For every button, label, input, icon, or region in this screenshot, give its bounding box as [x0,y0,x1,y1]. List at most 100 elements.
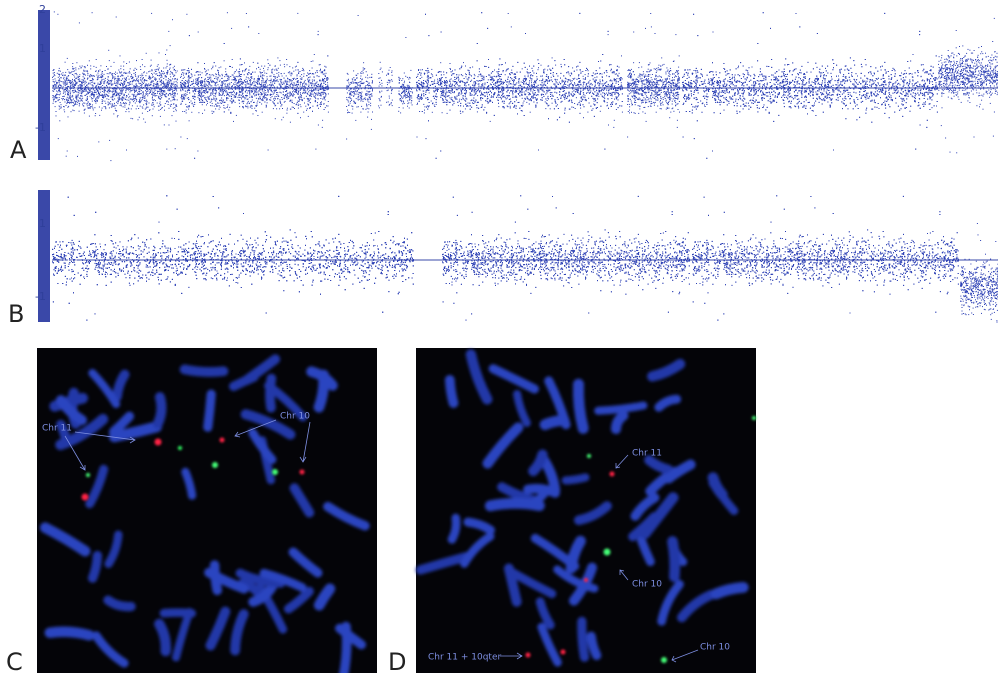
point [160,94,161,95]
point [313,90,314,91]
point [229,83,230,84]
point [225,89,226,90]
point [399,91,400,92]
point [193,105,194,106]
point [283,82,284,83]
point [66,99,67,100]
point [273,85,274,86]
point [360,81,361,82]
point [106,66,107,67]
point [243,107,244,108]
point [124,107,125,108]
point [313,94,314,95]
point [220,75,221,76]
point [158,96,159,97]
point [108,50,109,51]
point [232,102,233,103]
point [312,91,313,92]
point [202,80,203,81]
point [78,97,79,98]
point [253,87,254,88]
point [233,101,234,102]
point [366,85,367,86]
point [299,101,300,102]
point [242,82,243,83]
point [96,75,97,76]
point [353,91,354,92]
point [251,105,252,106]
point [114,103,115,104]
point [379,99,380,100]
point [61,107,62,108]
point [254,78,255,79]
point [183,73,184,74]
point [199,99,200,100]
point [212,67,213,68]
point [295,90,296,91]
point [65,85,66,86]
point [233,121,234,122]
point [227,12,228,13]
point [65,81,66,82]
point [226,74,227,75]
point [158,91,159,92]
point [62,87,63,88]
point [130,87,131,88]
point [169,108,170,109]
point [145,90,146,91]
point [249,94,250,95]
point [248,90,249,91]
point [368,94,369,95]
point [300,92,301,93]
point [119,93,120,94]
point [80,95,81,96]
point [115,74,116,75]
point [109,107,110,108]
point [286,84,287,85]
point [326,73,327,74]
point [186,106,187,107]
point [115,85,116,86]
point [87,102,88,103]
point [84,78,85,79]
point [151,82,152,83]
point [232,94,233,95]
point [290,86,291,87]
point [289,85,290,86]
point [328,112,329,113]
point [149,76,150,77]
point [256,111,257,112]
point [249,66,250,67]
point [303,89,304,90]
point [215,85,216,86]
point [403,102,404,103]
point [401,80,402,81]
point [215,84,216,85]
point [176,85,177,86]
point [392,70,393,71]
point [183,69,184,70]
point [100,83,101,84]
point [108,84,109,85]
point [209,99,210,100]
point [57,91,58,92]
point [207,103,208,104]
point [110,104,111,105]
point [68,99,69,100]
point [367,100,368,101]
point [317,105,318,106]
point [180,90,181,91]
point [166,50,167,51]
point [75,73,76,74]
point [281,104,282,105]
point [357,83,358,84]
point [231,82,232,83]
point [103,83,104,84]
point [211,88,212,89]
point [152,95,153,96]
point [365,109,366,110]
point [109,84,110,85]
point [214,82,215,83]
point [220,87,221,88]
point [63,98,64,99]
